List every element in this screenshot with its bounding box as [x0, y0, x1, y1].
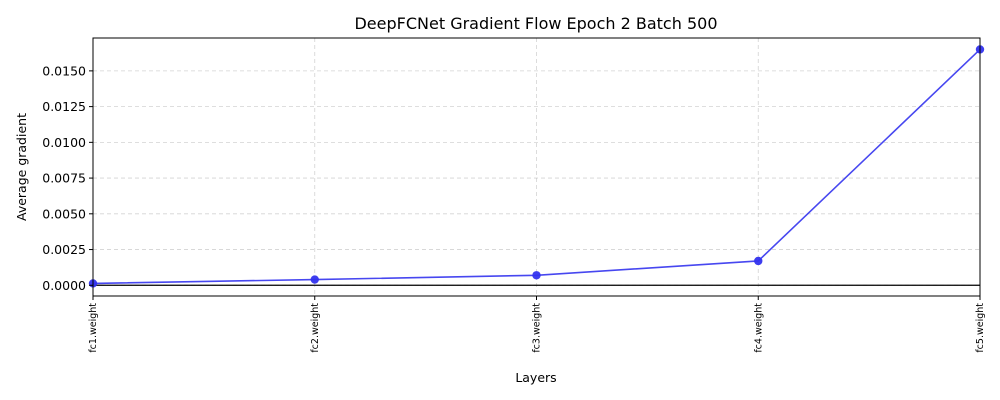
y-tick-label: 0.0125 [42, 99, 86, 114]
data-point [532, 271, 541, 280]
x-axis-label: Layers [515, 370, 556, 385]
y-axis-label: Average gradient [14, 113, 29, 221]
x-axis-ticks: fc1.weight fc2.weight fc3.weight fc4.weight… [88, 296, 986, 353]
y-tick-label: 0.0075 [42, 171, 86, 186]
y-tick-label: 0.0050 [42, 206, 86, 221]
x-tick-label: fc3.weight [532, 303, 543, 353]
y-tick-label: 0.0025 [42, 242, 86, 257]
data-point [310, 275, 319, 284]
chart-title: DeepFCNet Gradient Flow Epoch 2 Batch 50… [354, 14, 717, 33]
x-tick-label: fc4.weight [753, 303, 764, 353]
x-tick-label: fc5.weight [975, 303, 986, 353]
grid-lines [92, 38, 981, 296]
y-tick-label: 0.0150 [42, 63, 86, 78]
y-axis-ticks: 0.0000 0.0025 0.0050 0.0075 0.0100 0.0125 0.01… [42, 63, 93, 293]
y-tick-label: 0.0100 [42, 135, 86, 150]
x-tick-label: fc1.weight [88, 303, 99, 353]
data-point [754, 256, 763, 266]
y-tick-label: 0.0000 [42, 278, 86, 293]
x-tick-label: fc2.weight [310, 303, 321, 353]
